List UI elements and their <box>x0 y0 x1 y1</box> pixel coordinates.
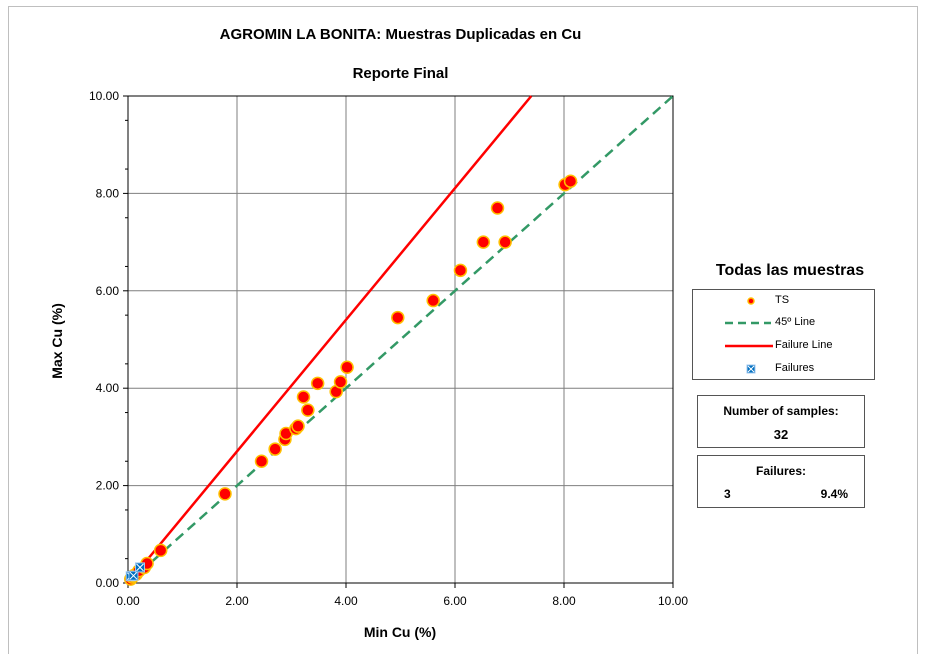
legend-item-45-line: 45º Line <box>693 314 874 332</box>
samples-label: Number of samples: <box>723 404 839 418</box>
ts-point <box>453 263 468 278</box>
failure-marker <box>128 570 139 581</box>
tick-labels: 0.00 2.00 4.00 6.00 8.00 10.00 0.00 2.00 4.00 6.0… <box>89 89 688 608</box>
ts-point <box>391 310 405 325</box>
ts-point <box>254 454 269 468</box>
legend-label-failure-line: Failure Line <box>775 339 833 351</box>
failures-box: Failures: 3 9.4% <box>697 455 865 508</box>
ts-point <box>291 419 305 433</box>
ts-point <box>310 376 325 391</box>
x-tick-label: 2.00 <box>225 594 249 608</box>
grid-lines <box>128 96 673 583</box>
ts-point <box>153 543 168 558</box>
y-tick-label: 8.00 <box>96 186 120 200</box>
reference-lines <box>127 95 674 584</box>
data-points <box>123 174 578 586</box>
line-45-degree <box>127 95 674 584</box>
x-axis-label: Min Cu (%) <box>364 624 436 640</box>
ts-point <box>490 201 505 215</box>
failures-count: 3 <box>724 487 731 501</box>
chart-subtitle: Reporte Final <box>352 65 449 82</box>
samples-value: 32 <box>773 427 789 442</box>
legend-title: Todas las muestras <box>715 262 865 279</box>
ts-point <box>296 390 311 404</box>
legend-item-ts: TS <box>693 292 874 310</box>
failure-cross <box>129 571 138 580</box>
failures-label: Failures: <box>755 464 806 478</box>
legend-item-failures: Failures <box>693 360 874 378</box>
ts-point <box>476 235 491 249</box>
chart-frame <box>8 6 918 654</box>
y-tick-label: 4.00 <box>96 381 120 395</box>
legend: TS 45º Line Failure Line Failures <box>692 289 875 380</box>
failure-marker-icon <box>746 364 756 374</box>
ts-point <box>498 235 512 249</box>
ts-marker-icon <box>747 297 755 305</box>
ts-point <box>333 375 348 389</box>
dashed-line-icon <box>725 321 771 325</box>
x-tick-label: 6.00 <box>443 594 467 608</box>
plot-area-border <box>127 95 674 584</box>
x-tick-label: 0.00 <box>116 594 140 608</box>
failures-percent: 9.4% <box>820 487 848 501</box>
y-tick-label: 2.00 <box>96 479 120 493</box>
ts-point <box>563 174 578 188</box>
legend-label-ts: TS <box>775 294 790 306</box>
y-tick-label: 6.00 <box>96 284 120 298</box>
legend-label-45-line: 45º Line <box>775 316 816 328</box>
ts-point <box>268 442 282 456</box>
failure-marker <box>134 562 145 573</box>
failure-cross <box>136 563 144 572</box>
failure-line <box>127 95 533 584</box>
chart-title: AGROMIN LA BONITA: Muestras Duplicadas e… <box>219 26 582 43</box>
ts-point <box>218 487 232 501</box>
legend-label-failures: Failures <box>775 362 815 374</box>
solid-line-icon <box>725 344 773 348</box>
legend-item-failure-line: Failure Line <box>693 337 874 355</box>
x-tick-label: 4.00 <box>334 594 358 608</box>
ts-point <box>340 360 354 375</box>
y-axis-label: Max Cu (%) <box>49 303 65 378</box>
x-tick-label: 10.00 <box>658 594 688 608</box>
x-tick-label: 8.00 <box>552 594 576 608</box>
ts-point <box>426 293 440 308</box>
samples-box: Number of samples: 32 <box>697 395 865 448</box>
y-tick-label: 0.00 <box>96 576 120 590</box>
y-tick-label: 10.00 <box>89 89 119 103</box>
ts-point <box>301 403 315 417</box>
